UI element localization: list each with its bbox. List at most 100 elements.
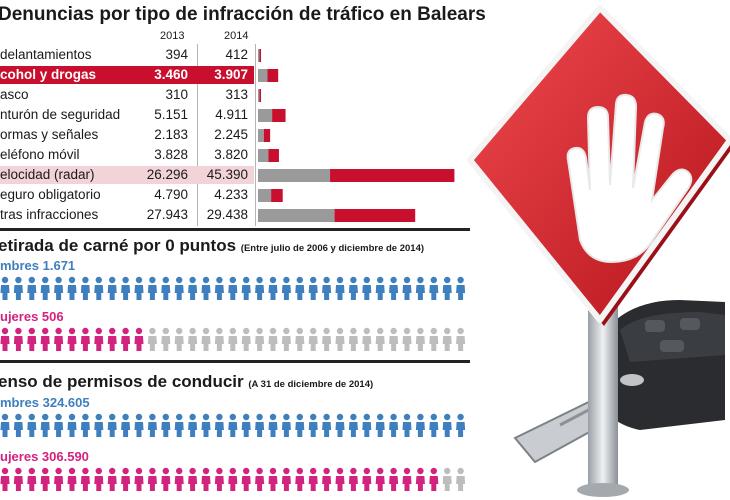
censo-subtitle: (A 31 de diciembre de 2014) bbox=[248, 379, 374, 390]
person-icon bbox=[67, 327, 77, 351]
person-icon bbox=[40, 327, 50, 351]
person-icon bbox=[308, 276, 318, 300]
person-icon bbox=[40, 276, 50, 300]
person-icon bbox=[188, 276, 198, 300]
person-icon bbox=[415, 467, 425, 491]
person-icon bbox=[389, 413, 399, 437]
row-label: asco bbox=[0, 87, 29, 102]
person-icon bbox=[322, 413, 332, 437]
year-header-2014: 2014 bbox=[224, 30, 249, 42]
value-2013: 4.790 bbox=[154, 187, 188, 202]
person-icon bbox=[456, 413, 466, 437]
person-icon bbox=[429, 327, 439, 351]
person-icon bbox=[429, 467, 439, 491]
person-icon bbox=[281, 413, 291, 437]
bar-2013 bbox=[258, 149, 269, 162]
person-icon bbox=[255, 413, 265, 437]
person-icon bbox=[54, 276, 64, 300]
person-icon bbox=[335, 413, 345, 437]
table-row: ormas y señales 2.183 2.245 bbox=[0, 126, 254, 144]
person-icon bbox=[255, 276, 265, 300]
person-icon bbox=[402, 327, 412, 351]
person-icon bbox=[429, 276, 439, 300]
person-icon bbox=[348, 467, 358, 491]
value-2013: 394 bbox=[165, 47, 188, 62]
chart-title-censo: enso de permisos de conducir (A 31 de di… bbox=[0, 372, 373, 392]
bar-2014 bbox=[271, 189, 283, 202]
row-label: tras infracciones bbox=[0, 207, 99, 222]
row-label: elocidad (radar) bbox=[0, 167, 95, 182]
person-icon bbox=[13, 276, 23, 300]
chart-title-infracciones: Denuncias por tipo de infracción de tráf… bbox=[0, 4, 486, 25]
person-icon bbox=[54, 413, 64, 437]
person-icon bbox=[402, 467, 412, 491]
person-icon bbox=[94, 413, 104, 437]
person-icon bbox=[456, 327, 466, 351]
person-icon bbox=[67, 467, 77, 491]
person-icon bbox=[322, 327, 332, 351]
person-icon bbox=[134, 467, 144, 491]
person-icon bbox=[40, 467, 50, 491]
section-divider bbox=[0, 360, 470, 363]
bar-2014 bbox=[330, 169, 455, 182]
person-icon bbox=[214, 276, 224, 300]
person-icon bbox=[228, 413, 238, 437]
person-icon bbox=[281, 327, 291, 351]
person-icon bbox=[348, 276, 358, 300]
censo-men-label: mbres 324.605 bbox=[0, 395, 90, 410]
bar-2013 bbox=[258, 209, 335, 222]
row-label: ormas y señales bbox=[0, 127, 99, 142]
bar-2014 bbox=[267, 69, 279, 82]
person-icon bbox=[0, 327, 10, 351]
person-icon bbox=[362, 413, 372, 437]
person-icon bbox=[94, 276, 104, 300]
person-icon bbox=[107, 413, 117, 437]
person-icon bbox=[121, 327, 131, 351]
person-icon bbox=[241, 327, 251, 351]
table-row: cohol y drogas 3.460 3.907 bbox=[0, 66, 254, 84]
value-2014: 4.233 bbox=[214, 187, 248, 202]
person-icon bbox=[13, 467, 23, 491]
person-icon bbox=[27, 327, 37, 351]
bar-2013 bbox=[258, 169, 331, 182]
person-icon bbox=[295, 467, 305, 491]
person-icon bbox=[134, 413, 144, 437]
table-row: asco 310 313 bbox=[0, 86, 254, 104]
censo-title-text: enso de permisos de conducir bbox=[0, 372, 244, 391]
person-icon bbox=[121, 276, 131, 300]
person-icon bbox=[268, 327, 278, 351]
year-header-2013: 2013 bbox=[160, 30, 185, 42]
person-icon bbox=[80, 276, 90, 300]
retirada-men-label: mbres 1.671 bbox=[0, 258, 76, 273]
person-icon bbox=[335, 327, 345, 351]
table-row: nturón de seguridad 5.151 4.911 bbox=[0, 106, 254, 124]
value-2014: 3.820 bbox=[214, 147, 248, 162]
person-icon bbox=[442, 327, 452, 351]
person-icon bbox=[27, 467, 37, 491]
person-icon bbox=[67, 413, 77, 437]
person-icon bbox=[402, 276, 412, 300]
person-icon bbox=[456, 467, 466, 491]
person-icon bbox=[281, 276, 291, 300]
person-icon bbox=[134, 276, 144, 300]
person-icon bbox=[348, 413, 358, 437]
infraction-bars bbox=[258, 49, 455, 222]
person-icon bbox=[107, 467, 117, 491]
person-icon bbox=[442, 413, 452, 437]
retirada-women-label: ujeres 506 bbox=[0, 309, 64, 324]
person-icon bbox=[389, 276, 399, 300]
bar-2013 bbox=[258, 189, 272, 202]
person-icon bbox=[54, 327, 64, 351]
row-label: nturón de seguridad bbox=[0, 107, 121, 122]
person-icon bbox=[147, 467, 157, 491]
person-icon bbox=[281, 467, 291, 491]
person-icon bbox=[13, 413, 23, 437]
person-icon bbox=[214, 327, 224, 351]
bar-2013 bbox=[258, 49, 260, 62]
person-icon bbox=[241, 467, 251, 491]
person-icon bbox=[308, 467, 318, 491]
person-icon bbox=[228, 276, 238, 300]
person-icon bbox=[147, 413, 157, 437]
person-icon bbox=[54, 467, 64, 491]
bar-2014 bbox=[263, 129, 271, 142]
